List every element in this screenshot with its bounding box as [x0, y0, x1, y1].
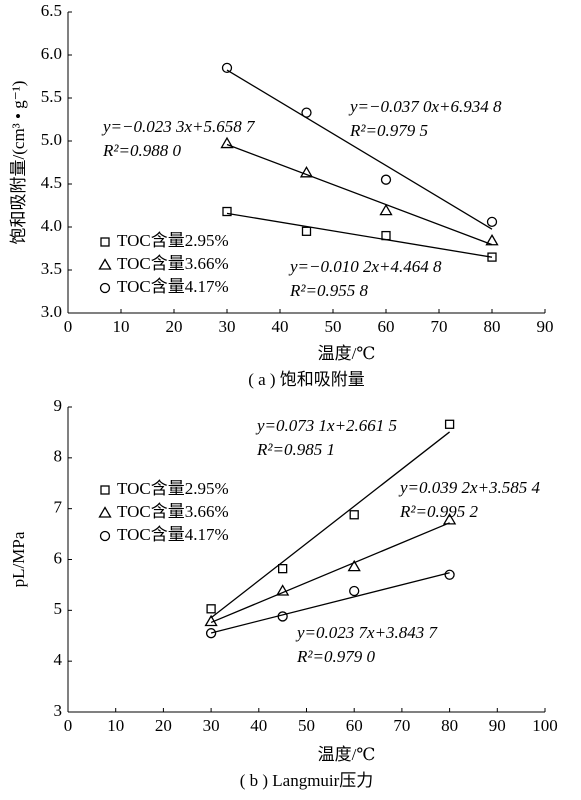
marker-circle [380, 174, 392, 185]
x-tick-label: 70 [431, 317, 448, 336]
marker-triangle [299, 166, 314, 178]
marker-circle [444, 569, 455, 580]
fit-equation: y=0.073 1x+2.661 5 [255, 416, 397, 435]
marker-triangle [347, 559, 361, 572]
fit-equation: R²=0.985 1 [256, 440, 335, 459]
y-tick-label: 5 [54, 599, 63, 618]
fit-equation: R²=0.995 2 [399, 502, 478, 521]
x-tick-label: 80 [484, 317, 501, 336]
fit-equation: y=0.039 2x+3.585 4 [398, 478, 541, 497]
y-tick-label: 8 [54, 447, 63, 466]
fit-line [226, 143, 493, 246]
marker-circle [99, 282, 111, 294]
marker-triangle [204, 614, 218, 627]
marker-square [277, 564, 288, 574]
marker-circle [301, 107, 312, 118]
marker-triangle [442, 513, 457, 525]
fit-line [210, 431, 450, 619]
fit-line [210, 572, 450, 634]
legend-label: TOC含量3.66% [117, 502, 229, 521]
x-tick-label: 30 [219, 317, 236, 336]
y-tick-label: 9 [54, 396, 63, 415]
y-tick-label: 6.0 [41, 44, 62, 63]
x-tick-label: 20 [166, 317, 183, 336]
fit-equation: R²=0.979 0 [296, 647, 375, 666]
marker-triangle [276, 584, 290, 596]
marker-circle [99, 530, 111, 542]
x-tick-label: 90 [489, 716, 506, 735]
y-tick-label: 4.5 [41, 173, 62, 192]
x-tick-label: 90 [537, 317, 554, 336]
marker-triangle [220, 136, 234, 149]
y-tick-label: 4 [54, 650, 63, 669]
x-tick-label: 50 [325, 317, 342, 336]
x-tick-label: 70 [393, 716, 410, 735]
y-tick-label: 5.5 [41, 87, 62, 106]
y-tick-label: 3 [54, 701, 63, 720]
y-tick-label: 3.0 [41, 302, 62, 321]
y-tick-label: 6.5 [41, 1, 62, 20]
y-tick-label: 7 [54, 498, 63, 517]
x-axis-label: 温度/℃ [318, 745, 376, 764]
x-tick-label: 0 [64, 716, 73, 735]
x-tick-label: 40 [272, 317, 289, 336]
x-tick-label: 30 [203, 716, 220, 735]
marker-square [100, 485, 110, 495]
marker-triangle [98, 506, 112, 518]
marker-circle [205, 628, 217, 639]
y-axis-label: pL/MPa [9, 531, 28, 587]
y-tick-label: 3.5 [41, 259, 62, 278]
y-tick-label: 5.0 [41, 130, 62, 149]
y-tick-label: 6 [54, 548, 63, 567]
marker-square [100, 237, 110, 247]
fit-equation: R²=0.955 8 [289, 281, 368, 300]
marker-circle [221, 62, 233, 74]
marker-circle [349, 585, 360, 597]
y-tick-label: 4.0 [41, 216, 62, 235]
fit-equation: R²=0.979 5 [349, 121, 428, 140]
fit-equation: y=−0.010 2x+4.464 8 [288, 257, 442, 276]
marker-square [301, 226, 312, 236]
marker-circle [486, 216, 498, 227]
legend-label: TOC含量3.66% [117, 254, 229, 273]
legend-label: TOC含量2.95% [117, 479, 229, 498]
marker-triangle [98, 258, 112, 270]
fit-equation: R²=0.988 0 [102, 141, 181, 160]
legend-label: TOC含量2.95% [117, 231, 229, 250]
legend-label: TOC含量4.17% [117, 277, 229, 296]
x-tick-label: 60 [346, 716, 363, 735]
fit-line [226, 212, 493, 258]
x-tick-label: 80 [441, 716, 458, 735]
x-tick-label: 40 [250, 716, 267, 735]
fit-line [210, 522, 450, 624]
caption: ( a ) 饱和吸附量 [248, 370, 365, 389]
marker-square [444, 419, 455, 429]
marker-triangle [379, 203, 393, 216]
x-tick-label: 0 [64, 317, 73, 336]
x-tick-label: 10 [113, 317, 130, 336]
fit-equation: y=0.023 7x+3.843 7 [295, 623, 439, 642]
x-tick-label: 10 [107, 716, 124, 735]
x-tick-label: 60 [378, 317, 395, 336]
marker-square [349, 510, 359, 520]
x-tick-label: 20 [155, 716, 172, 735]
fit-equation: y=−0.023 3x+5.658 7 [101, 117, 256, 136]
x-tick-label: 100 [532, 716, 558, 735]
marker-square [222, 206, 232, 217]
marker-triangle [485, 233, 499, 246]
y-axis-label: 饱和吸附量/(cm³ • g⁻¹) [9, 81, 28, 245]
legend-label: TOC含量4.17% [117, 525, 229, 544]
fit-line [226, 69, 493, 230]
marker-square [487, 252, 497, 262]
marker-circle [277, 611, 288, 622]
marker-square [206, 604, 216, 614]
x-axis-label: 温度/℃ [318, 344, 376, 363]
caption: ( b ) Langmuir压力 [240, 771, 374, 790]
x-tick-label: 50 [298, 716, 315, 735]
fit-equation: y=−0.037 0x+6.934 8 [348, 97, 502, 116]
marker-square [381, 230, 391, 241]
